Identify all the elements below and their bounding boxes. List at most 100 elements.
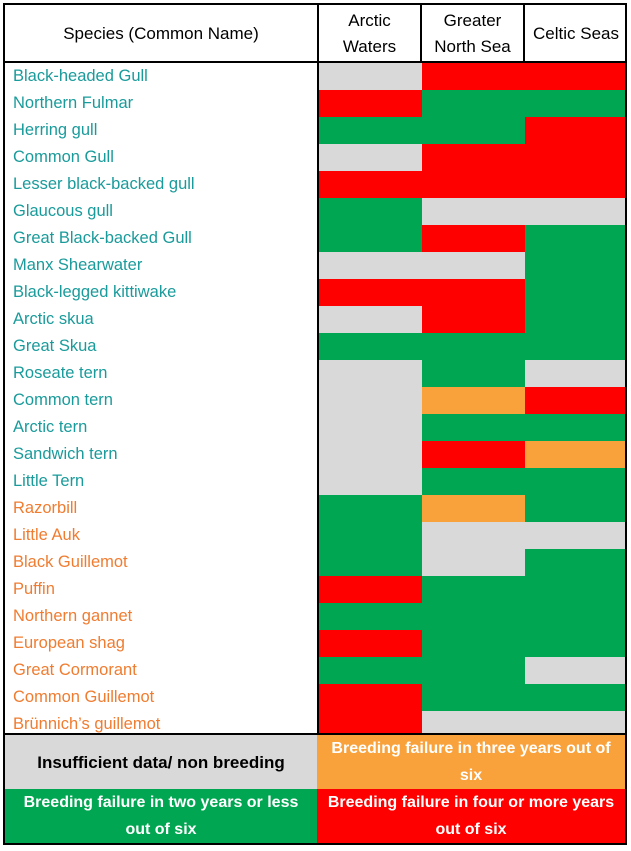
status-cell-black-legged-kittiwake-celtic-seas bbox=[525, 279, 625, 306]
species-name-little-tern: Little Tern bbox=[13, 472, 85, 490]
status-cell-herring-gull-arctic-waters bbox=[319, 117, 423, 144]
status-cell-black-legged-kittiwake-greater-north-sea bbox=[422, 279, 525, 306]
status-cell-great-black-backed-gull-celtic-seas bbox=[525, 225, 625, 252]
status-cell-roseate-tern-celtic-seas bbox=[525, 360, 625, 387]
species-column-header: Species (Common Name) bbox=[63, 23, 259, 43]
status-cell-great-black-backed-gull-arctic-waters bbox=[319, 225, 423, 252]
status-cell-manx-shearwater-greater-north-sea bbox=[422, 252, 525, 279]
species-name-glaucous-gull: Glaucous gull bbox=[13, 202, 113, 220]
status-cell-little-tern-arctic-waters bbox=[319, 468, 423, 495]
species-name-european-shag: European shag bbox=[13, 634, 125, 652]
legend-divider bbox=[5, 733, 625, 735]
legend-insufficient-data: Insufficient data/ non breeding bbox=[5, 735, 317, 789]
status-cell-puffin-arctic-waters bbox=[319, 576, 423, 603]
legend-four-or-more-years: Breeding failure in four or more years o… bbox=[317, 789, 625, 843]
status-cell-razorbill-celtic-seas bbox=[525, 495, 625, 522]
status-cell-common-gull-celtic-seas bbox=[525, 144, 625, 171]
status-cell-common-gull-arctic-waters bbox=[319, 144, 423, 171]
status-cell-arctic-skua-arctic-waters bbox=[319, 306, 423, 333]
status-cell-black-headed-gull-greater-north-sea bbox=[422, 63, 525, 90]
species-name-common-gull: Common Gull bbox=[13, 148, 114, 166]
arctic-waters-column-header: Arctic Waters bbox=[342, 10, 397, 56]
north-sea-column-divider bbox=[523, 5, 525, 62]
status-cell-lesser-black-backed-gull-celtic-seas bbox=[525, 171, 625, 198]
status-cell-sandwich-tern-celtic-seas bbox=[525, 441, 625, 468]
status-cell-arctic-tern-arctic-waters bbox=[319, 414, 423, 441]
status-cell-lesser-black-backed-gull-arctic-waters bbox=[319, 171, 423, 198]
status-cell-arctic-skua-celtic-seas bbox=[525, 306, 625, 333]
status-cell-puffin-greater-north-sea bbox=[422, 576, 525, 603]
status-cell-northern-fulmar-celtic-seas bbox=[525, 90, 625, 117]
status-cell-great-skua-celtic-seas bbox=[525, 333, 625, 360]
status-cell-lesser-black-backed-gull-greater-north-sea bbox=[422, 171, 525, 198]
species-name-great-cormorant: Great Cormorant bbox=[13, 661, 137, 679]
status-cell-european-shag-greater-north-sea bbox=[422, 630, 525, 657]
status-cell-great-skua-greater-north-sea bbox=[422, 333, 525, 360]
status-cell-northern-fulmar-arctic-waters bbox=[319, 90, 423, 117]
status-cell-roseate-tern-arctic-waters bbox=[319, 360, 423, 387]
arctic-column-divider bbox=[420, 5, 422, 62]
species-name-razorbill: Razorbill bbox=[13, 499, 78, 517]
status-cell-european-shag-celtic-seas bbox=[525, 630, 625, 657]
status-cell-herring-gull-celtic-seas bbox=[525, 117, 625, 144]
status-cell-sandwich-tern-arctic-waters bbox=[319, 441, 423, 468]
species-name-arctic-tern: Arctic tern bbox=[13, 418, 88, 436]
species-name-roseate-tern: Roseate tern bbox=[13, 364, 108, 382]
status-cell-common-tern-arctic-waters bbox=[319, 387, 423, 414]
species-name-great-skua: Great Skua bbox=[13, 337, 97, 355]
status-cell-black-guillemot-greater-north-sea bbox=[422, 549, 525, 576]
status-cell-glaucous-gull-greater-north-sea bbox=[422, 198, 525, 225]
species-name-common-tern: Common tern bbox=[13, 391, 113, 409]
status-cell-roseate-tern-greater-north-sea bbox=[422, 360, 525, 387]
status-cell-sandwich-tern-greater-north-sea bbox=[422, 441, 525, 468]
status-cell-manx-shearwater-celtic-seas bbox=[525, 252, 625, 279]
species-name-common-guillemot: Common Guillemot bbox=[13, 688, 155, 706]
status-cell-northern-gannet-greater-north-sea bbox=[422, 603, 525, 630]
status-cell-great-black-backed-gull-greater-north-sea bbox=[422, 225, 525, 252]
status-cell-great-cormorant-celtic-seas bbox=[525, 657, 625, 684]
status-cell-common-tern-greater-north-sea bbox=[422, 387, 525, 414]
species-name-northern-fulmar: Northern Fulmar bbox=[13, 94, 134, 112]
status-cell-little-auk-celtic-seas bbox=[525, 522, 625, 549]
status-cell-little-auk-arctic-waters bbox=[319, 522, 423, 549]
status-cell-great-cormorant-arctic-waters bbox=[319, 657, 423, 684]
status-cell-glaucous-gull-celtic-seas bbox=[525, 198, 625, 225]
species-name-black-guillemot: Black Guillemot bbox=[13, 553, 128, 571]
status-cell-black-headed-gull-arctic-waters bbox=[319, 63, 423, 90]
status-cell-puffin-celtic-seas bbox=[525, 576, 625, 603]
status-cell-common-guillemot-celtic-seas bbox=[525, 684, 625, 711]
header-divider bbox=[5, 61, 625, 63]
breeding-failure-table: Black-headed Gull Northern Fulmar Herring … bbox=[3, 3, 627, 845]
status-cell-great-cormorant-greater-north-sea bbox=[422, 657, 525, 684]
greater-north-sea-column-header: Greater North Sea bbox=[434, 10, 511, 56]
status-cell-arctic-tern-celtic-seas bbox=[525, 414, 625, 441]
species-name-black-legged-kittiwake: Black-legged kittiwake bbox=[13, 283, 177, 301]
species-column-divider bbox=[317, 5, 319, 733]
status-cell-common-guillemot-greater-north-sea bbox=[422, 684, 525, 711]
status-cell-razorbill-greater-north-sea bbox=[422, 495, 525, 522]
status-cell-common-tern-celtic-seas bbox=[525, 387, 625, 414]
celtic-seas-column-header: Celtic Seas bbox=[533, 23, 619, 43]
status-cell-common-gull-greater-north-sea bbox=[422, 144, 525, 171]
species-name-lesser-black-backed-gull: Lesser black-backed gull bbox=[13, 175, 195, 193]
species-name-br-nnich-s-guillemot: Brünnich’s guillemot bbox=[13, 715, 161, 733]
status-cell-black-guillemot-celtic-seas bbox=[525, 549, 625, 576]
species-name-herring-gull: Herring gull bbox=[13, 121, 98, 139]
status-cell-herring-gull-greater-north-sea bbox=[422, 117, 525, 144]
status-cell-little-tern-greater-north-sea bbox=[422, 468, 525, 495]
status-cell-little-tern-celtic-seas bbox=[525, 468, 625, 495]
status-cell-northern-fulmar-greater-north-sea bbox=[422, 90, 525, 117]
legend-three-years: Breeding failure in three years out of s… bbox=[317, 735, 625, 789]
legend-two-years-or-less: Breeding failure in two years or less ou… bbox=[5, 789, 317, 843]
species-name-northern-gannet: Northern gannet bbox=[13, 607, 133, 625]
status-cell-manx-shearwater-arctic-waters bbox=[319, 252, 423, 279]
species-name-little-auk: Little Auk bbox=[13, 526, 80, 544]
status-cell-arctic-skua-greater-north-sea bbox=[422, 306, 525, 333]
species-name-puffin: Puffin bbox=[13, 580, 55, 598]
status-cell-glaucous-gull-arctic-waters bbox=[319, 198, 423, 225]
status-cell-little-auk-greater-north-sea bbox=[422, 522, 525, 549]
status-cell-black-legged-kittiwake-arctic-waters bbox=[319, 279, 423, 306]
status-cell-razorbill-arctic-waters bbox=[319, 495, 423, 522]
status-cell-black-guillemot-arctic-waters bbox=[319, 549, 423, 576]
status-cell-northern-gannet-celtic-seas bbox=[525, 603, 625, 630]
